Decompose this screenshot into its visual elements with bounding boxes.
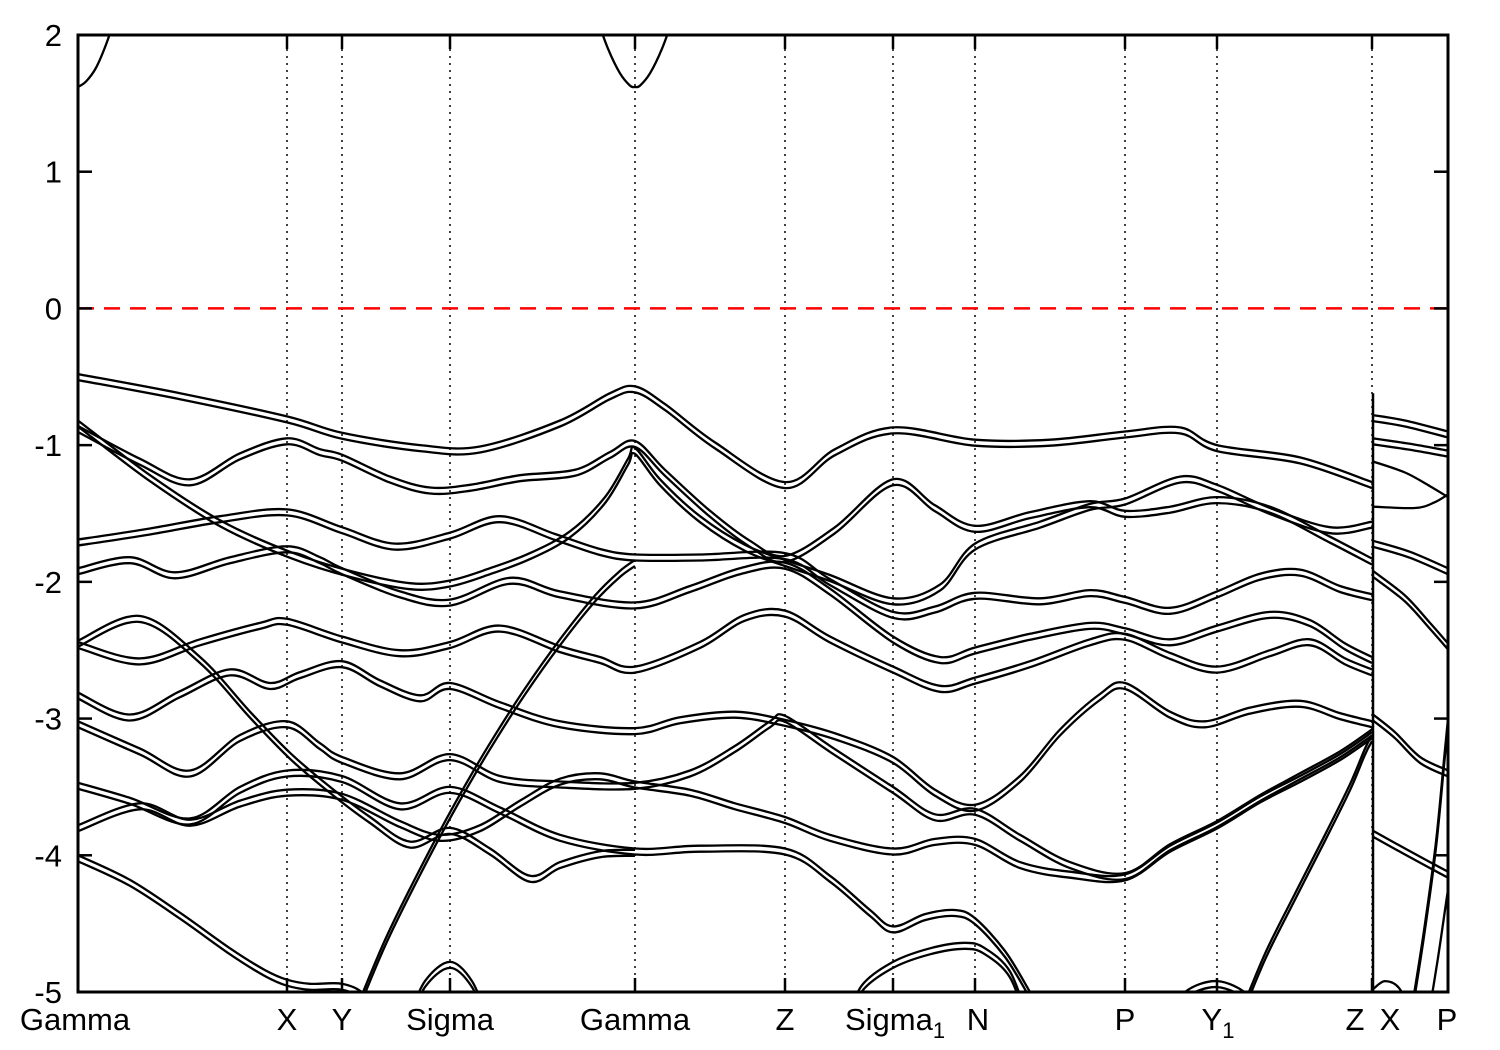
band-path-valence-01-pair	[79, 379, 1373, 490]
symmetry-label-p: P	[1115, 1002, 1136, 1037]
band-path-valence-08	[79, 713, 1373, 875]
band-path-valence-02	[79, 425, 1373, 560]
band-path-xp-panel-01-pair	[1372, 419, 1447, 439]
y-tick-label-1: 1	[45, 155, 62, 190]
symmetry-label-sigma: Sigma	[406, 1002, 495, 1037]
symmetry-label-gamma: Gamma	[580, 1002, 691, 1037]
band-path-valence-03-pair	[79, 425, 1373, 606]
gridlines	[286, 35, 1373, 992]
band-path-xp-panel-08	[1372, 829, 1447, 873]
band-path-valence-05-pair	[79, 551, 1373, 665]
band-path-valence-13-n-hump-pair	[860, 947, 1018, 991]
symmetry-label-z: Z	[1346, 1002, 1365, 1037]
plot-border	[76, 33, 1450, 994]
band-path-xp-panel-06	[1372, 569, 1447, 645]
band-path-xp-panel-06-pair	[1372, 575, 1447, 651]
y-tick-label--2: -2	[34, 565, 62, 600]
y-tick-label--3: -3	[34, 702, 62, 737]
band-path-valence-16-diagonal	[362, 559, 636, 991]
symmetry-label-p: P	[1437, 1002, 1458, 1037]
band-path-valence-17-crossing-pair	[79, 620, 636, 884]
y-tick-label-0: 0	[45, 291, 62, 326]
band-path-valence-04-pair	[79, 513, 1373, 621]
band-path-valence-11-bottom-left-pair	[79, 860, 351, 991]
y-tick-label-2: 2	[45, 18, 62, 53]
band-path-valence-09-pair	[79, 774, 1028, 991]
band-path-xp-panel-02	[1372, 437, 1447, 452]
band-path-valence-11-bottom-left	[79, 854, 363, 991]
symmetry-label-sigma1: Sigma1	[845, 1002, 945, 1043]
x-axis-labels: Gamma X Y Sigma Gamma Z Sigma1 N P Y1 Z X P	[20, 1002, 1457, 1043]
band-path-valence-01	[79, 373, 1373, 484]
band-path-xp-panel-08-pair	[1372, 835, 1447, 879]
band-path-xp-panel-09-hump	[1372, 979, 1403, 991]
band-path-valence-16-diagonal-pair	[364, 565, 636, 991]
y-tick-label--5: -5	[34, 975, 62, 1010]
band-path-xp-panel-01	[1372, 413, 1447, 433]
band-path-valence-17-crossing	[79, 614, 636, 878]
band-path-valence-07	[79, 659, 1373, 807]
band-path-valence-07-pair	[79, 665, 1373, 813]
y-tick-label--4: -4	[34, 838, 62, 873]
symmetry-label-gamma: Gamma	[20, 1002, 131, 1037]
band-path-valence-15-riser-to-z-pair	[1250, 740, 1374, 991]
band-path-xp-panel-04	[1372, 493, 1447, 510]
band-path-valence-03	[79, 419, 1373, 600]
band-path-valence-02-pair	[79, 431, 1373, 566]
band-path-conduction-gamma-left	[79, 36, 111, 88]
symmetry-label-y: Y	[332, 1002, 353, 1037]
y-tick-label--1: -1	[34, 428, 62, 463]
band-path-xp-panel-03	[1372, 460, 1447, 498]
symmetry-label-x: X	[277, 1002, 298, 1037]
band-path-valence-12-sigma-hump-pair	[421, 966, 476, 991]
symmetry-label-y1: Y1	[1202, 1002, 1235, 1043]
band-path-valence-09	[79, 768, 1031, 991]
band-path-valence-13-n-hump	[857, 941, 1020, 991]
symmetry-label-n: N	[967, 1002, 989, 1037]
band-path-valence-04	[79, 507, 1373, 615]
band-path-xp-panel-05	[1372, 539, 1447, 570]
band-path-xp-panel-10-riser-pair	[1414, 724, 1447, 991]
band-path-valence-12-sigma-hump	[418, 960, 479, 991]
band-path-valence-08-pair	[79, 719, 1373, 881]
band-path-xp-panel-07	[1372, 713, 1447, 772]
band-lines	[79, 36, 1447, 991]
band-path-valence-10-pair	[79, 737, 1373, 884]
symmetry-label-z: Z	[776, 1002, 795, 1037]
y-axis-labels: 2 1 0 -1 -2 -3 -4 -5	[34, 18, 62, 1010]
band-path-xp-panel-11-corner	[1431, 889, 1447, 991]
band-path-valence-10	[79, 731, 1373, 878]
symmetry-label-x: X	[1380, 1002, 1401, 1037]
band-path-valence-15-riser-to-z	[1248, 734, 1374, 991]
band-path-valence-06	[79, 607, 1373, 688]
tick-marks	[78, 35, 1448, 992]
band-path-conduction-gamma-mid	[601, 36, 669, 89]
band-path-xp-panel-07-pair	[1372, 719, 1447, 778]
band-path-valence-05	[79, 545, 1373, 659]
band-path-valence-06-pair	[79, 613, 1373, 694]
band-path-xp-panel-05-pair	[1372, 545, 1447, 576]
band-path-xp-panel-02-pair	[1372, 443, 1447, 458]
